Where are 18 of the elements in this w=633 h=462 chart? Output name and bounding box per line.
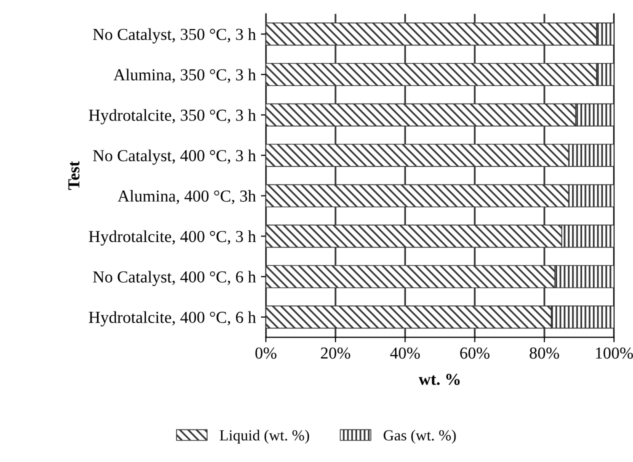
x-tick-label: 60%: [460, 347, 490, 359]
y-axis-title: Test: [68, 161, 80, 190]
x-tick-label: 40%: [390, 347, 420, 359]
y-tick-label: No Catalyst, 400 °C, 6 h: [93, 270, 256, 286]
x-tick-label: 20%: [320, 347, 350, 359]
y-tick-label: Alumina, 350 °C, 3 h: [114, 68, 256, 83]
legend-label: Liquid (wt. %): [220, 430, 310, 444]
x-axis-title: wt. %: [418, 374, 460, 386]
y-tick-label: Hydrotalcite, 400 °C, 3 h: [88, 230, 256, 246]
y-tick-label: Hydrotalcite, 400 °C, 6 h: [88, 311, 256, 326]
legend-label: Gas (wt. %): [384, 430, 456, 444]
x-tick-label: 80%: [530, 347, 560, 359]
y-tick-label: Alumina, 400 °C, 3h: [118, 190, 256, 204]
y-tick-label: No Catalyst, 350 °C, 3 h: [93, 28, 256, 44]
x-tick-label: 100%: [596, 347, 633, 359]
x-tick-label: 0%: [255, 347, 276, 359]
y-tick-label: Hydrotalcite, 350 °C, 3 h: [88, 109, 256, 124]
y-tick-label: No Catalyst, 400 °C, 3 h: [93, 150, 256, 165]
